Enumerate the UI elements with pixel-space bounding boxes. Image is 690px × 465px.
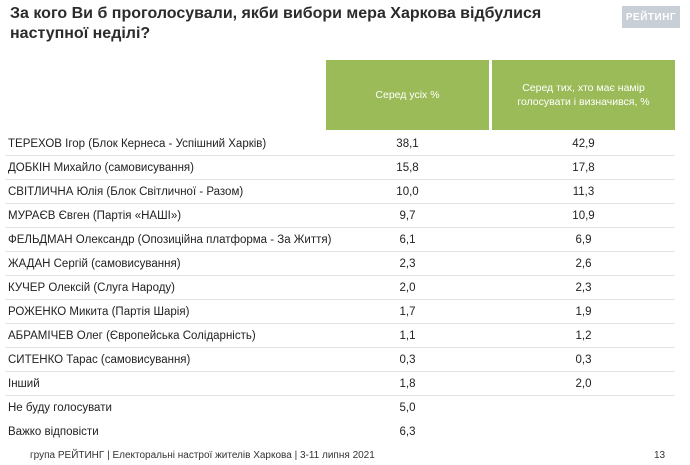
candidate-name: ФЕЛЬДМАН Олександр (Опозиційна платформа… bbox=[8, 234, 332, 246]
value-all: 6,3 bbox=[399, 426, 416, 438]
table-row: ЖАДАН Сергій (самовисування) 2,3 2,6 bbox=[5, 255, 675, 276]
candidate-name: Інший bbox=[8, 378, 40, 390]
value-decided: 11,3 bbox=[572, 186, 595, 198]
rating-logo: РЕЙТИНГ bbox=[622, 6, 680, 28]
table-row: СИТЕНКО Тарас (самовисування) 0,3 0,3 bbox=[5, 351, 675, 372]
page-number: 13 bbox=[654, 450, 666, 461]
table-row: РОЖЕНКО Микита (Партія Шарія) 1,7 1,9 bbox=[5, 303, 675, 324]
candidate-name: ЖАДАН Сергій (самовисування) bbox=[8, 258, 181, 270]
table-row: ТЕРЕХОВ Ігор (Блок Кернеса - Успішний Ха… bbox=[5, 135, 675, 156]
value-all: 38,1 bbox=[396, 138, 419, 150]
table-row: ФЕЛЬДМАН Олександр (Опозиційна платформа… bbox=[5, 231, 675, 252]
table-row: КУЧЕР Олексій (Слуга Народу) 2,0 2,3 bbox=[5, 279, 675, 300]
value-decided: 0,3 bbox=[575, 354, 592, 366]
value-all: 1,1 bbox=[399, 330, 416, 342]
candidate-name: СИТЕНКО Тарас (самовисування) bbox=[8, 354, 191, 366]
table-row: Не буду голосувати 5,0 bbox=[5, 399, 675, 419]
column-header-decided: Серед тих, хто має намір голосувати і ви… bbox=[492, 60, 675, 130]
value-all: 6,1 bbox=[399, 234, 416, 246]
candidate-name: МУРАЄВ Євген (Партія «НАШІ») bbox=[8, 210, 182, 222]
candidate-name: Не буду голосувати bbox=[8, 402, 112, 414]
value-decided: 1,2 bbox=[575, 330, 592, 342]
table-row: АБРАМІЧЕВ Олег (Європейська Солідарність… bbox=[5, 327, 675, 348]
candidate-name: ТЕРЕХОВ Ігор (Блок Кернеса - Успішний Ха… bbox=[8, 138, 267, 150]
candidate-name: СВІТЛИЧНА Юлія (Блок Світличної - Разом) bbox=[8, 186, 244, 198]
value-all: 1,8 bbox=[399, 378, 416, 390]
value-all: 5,0 bbox=[399, 402, 416, 414]
value-decided: 6,9 bbox=[575, 234, 592, 246]
candidate-name: РОЖЕНКО Микита (Партія Шарія) bbox=[8, 306, 190, 318]
page-title: За кого Ви б проголосували, якби вибори … bbox=[10, 5, 542, 42]
value-all: 9,7 bbox=[399, 210, 416, 222]
value-all: 15,8 bbox=[396, 162, 419, 174]
table-row: СВІТЛИЧНА Юлія (Блок Світличної - Разом)… bbox=[5, 183, 675, 204]
footer-caption: група РЕЙТИНГ | Електоральні настрої жит… bbox=[30, 450, 375, 461]
value-decided: 17,8 bbox=[572, 162, 595, 174]
candidate-name: АБРАМІЧЕВ Олег (Європейська Солідарність… bbox=[8, 330, 256, 342]
table-row: МУРАЄВ Євген (Партія «НАШІ») 9,7 10,9 bbox=[5, 207, 675, 228]
table-row: Інший 1,8 2,0 bbox=[5, 375, 675, 396]
candidate-name: КУЧЕР Олексій (Слуга Народу) bbox=[8, 282, 175, 294]
value-decided: 1,9 bbox=[575, 306, 592, 318]
value-all: 1,7 bbox=[399, 306, 416, 318]
value-decided: 2,6 bbox=[575, 258, 592, 270]
value-all: 2,0 bbox=[399, 282, 416, 294]
value-all: 10,0 bbox=[396, 186, 419, 198]
candidate-name: Важко відповісти bbox=[8, 426, 99, 438]
value-decided: 42,9 bbox=[572, 138, 595, 150]
value-all: 0,3 bbox=[399, 354, 416, 366]
table-row: Важко відповісти 6,3 bbox=[5, 423, 675, 443]
value-decided: 2,0 bbox=[575, 378, 592, 390]
table-row: ДОБКІН Михайло (самовисування) 15,8 17,8 bbox=[5, 159, 675, 180]
candidate-name: ДОБКІН Михайло (самовисування) bbox=[8, 162, 194, 174]
value-decided: 10,9 bbox=[572, 210, 595, 222]
value-decided: 2,3 bbox=[575, 282, 592, 294]
column-header-all: Серед усіх % bbox=[326, 60, 489, 130]
value-all: 2,3 bbox=[399, 258, 416, 270]
